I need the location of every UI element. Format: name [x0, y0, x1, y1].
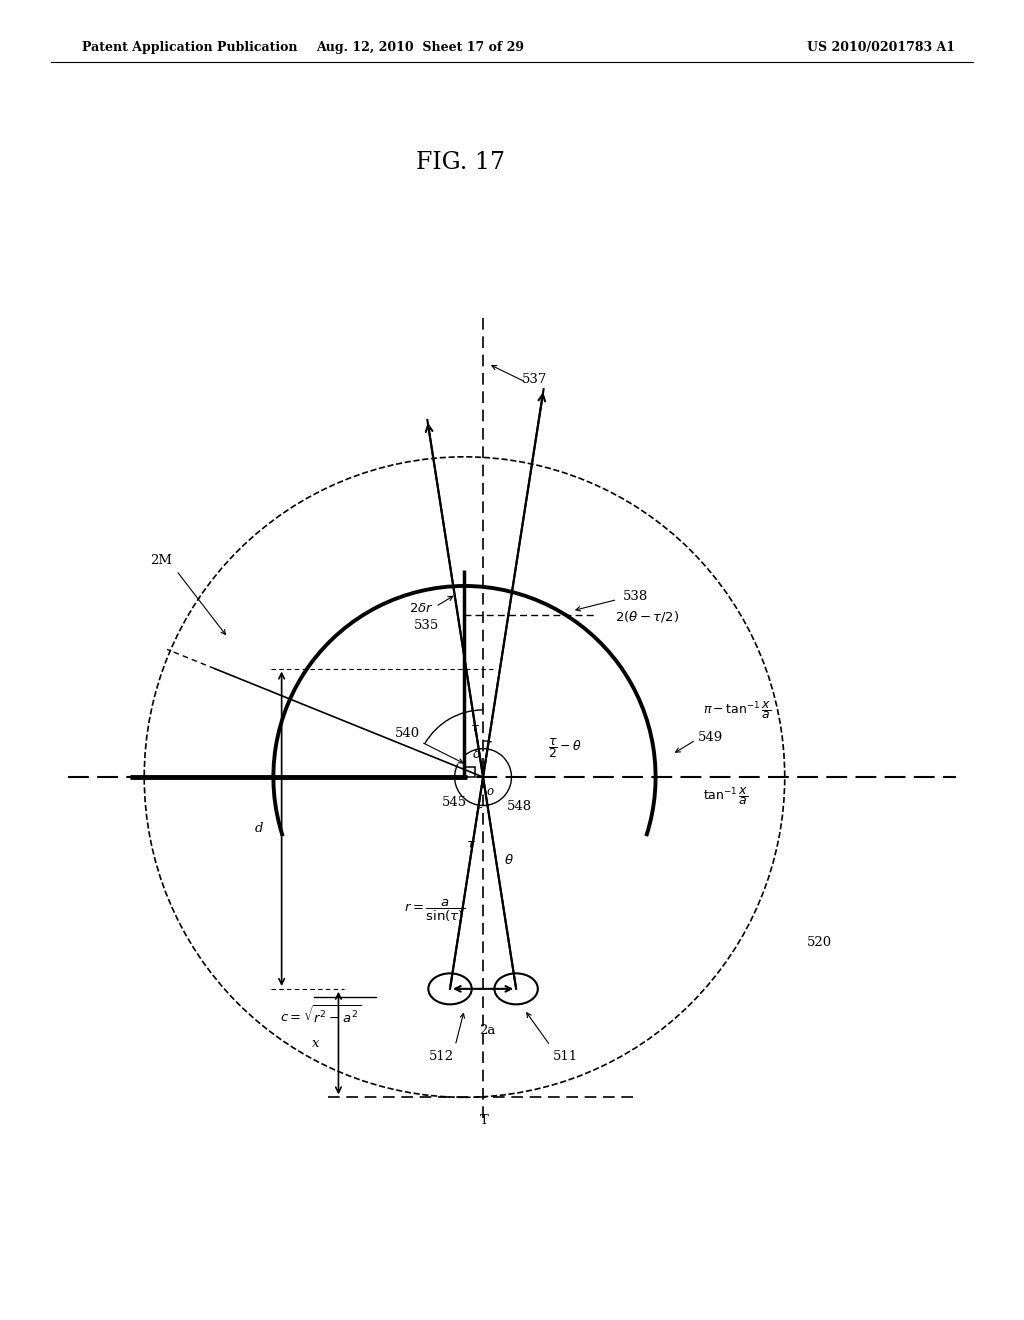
Text: $\dfrac{\tau}{2} - \theta$: $\dfrac{\tau}{2} - \theta$: [548, 737, 583, 760]
Text: x: x: [312, 1036, 319, 1049]
Text: 548: 548: [507, 800, 531, 813]
Text: FIG. 17: FIG. 17: [416, 150, 505, 174]
Text: $\theta$: $\theta$: [504, 853, 514, 867]
Text: 512: 512: [429, 1049, 455, 1063]
Text: $r = \dfrac{a}{\sin(\tau)}$: $r = \dfrac{a}{\sin(\tau)}$: [403, 899, 465, 924]
Text: 2a: 2a: [479, 1024, 496, 1036]
Text: $c = \sqrt{r^2 - a^2}$: $c = \sqrt{r^2 - a^2}$: [280, 1005, 360, 1026]
Text: 2M: 2M: [150, 553, 172, 566]
Text: 545: 545: [441, 796, 467, 809]
Text: 549: 549: [698, 731, 723, 744]
Bar: [465, 767, 475, 777]
Text: d: d: [255, 822, 263, 836]
Text: $2\delta r$: $2\delta r$: [409, 602, 433, 615]
Text: $\delta$: $\delta$: [472, 748, 481, 760]
Text: $\tau$: $\tau$: [466, 838, 476, 850]
Text: o: o: [486, 785, 494, 799]
Text: 535: 535: [414, 619, 438, 632]
Text: 540: 540: [395, 727, 420, 741]
Text: Patent Application Publication: Patent Application Publication: [82, 41, 297, 54]
Text: 538: 538: [623, 590, 648, 603]
Text: $\tau$: $\tau$: [470, 722, 480, 735]
Text: 511: 511: [553, 1049, 579, 1063]
Text: T: T: [479, 1114, 488, 1126]
Text: $\tan^{-1}\dfrac{x}{a}$: $\tan^{-1}\dfrac{x}{a}$: [703, 784, 749, 807]
Text: $\pi - \tan^{-1}\dfrac{x}{a}$: $\pi - \tan^{-1}\dfrac{x}{a}$: [703, 700, 771, 721]
Text: US 2010/0201783 A1: US 2010/0201783 A1: [807, 41, 954, 54]
Text: $r$: $r$: [475, 804, 483, 817]
Text: Aug. 12, 2010  Sheet 17 of 29: Aug. 12, 2010 Sheet 17 of 29: [315, 41, 524, 54]
Text: 537: 537: [522, 372, 548, 385]
Text: $2(\theta - \tau/2)$: $2(\theta - \tau/2)$: [615, 610, 680, 624]
Text: 520: 520: [807, 936, 831, 949]
